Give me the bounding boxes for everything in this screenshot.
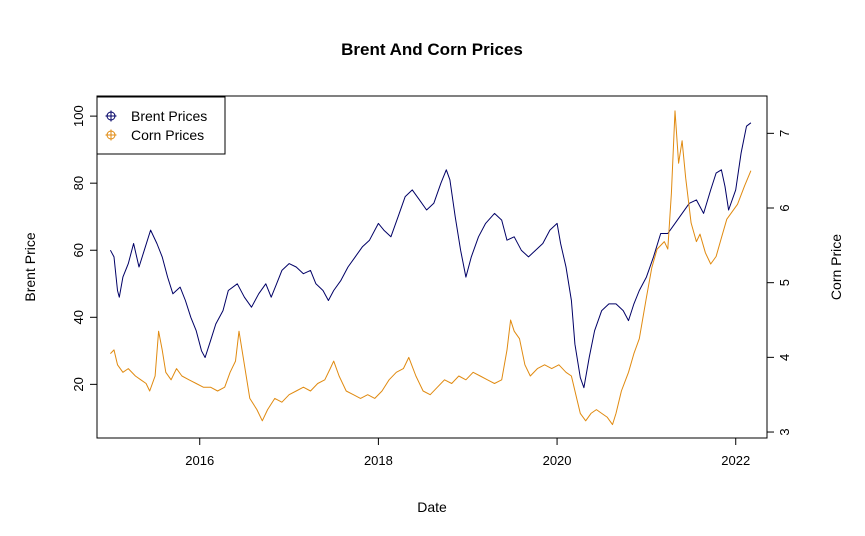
x-axis: 2016 2018 2020 2022 (185, 437, 750, 468)
series-layer (109, 110, 752, 426)
legend-box (96, 96, 226, 155)
series-line-brent (109, 122, 752, 389)
series-line-corn (110, 110, 752, 426)
y-tick-label-right: 5 (777, 279, 792, 286)
legend-label: Corn Prices (131, 127, 204, 143)
y-tick-label-left: 60 (71, 243, 86, 257)
x-tick-label: 2016 (185, 453, 214, 468)
legend-label: Brent Prices (131, 108, 207, 124)
x-tick-label: 2018 (364, 453, 393, 468)
x-tick-label: 2020 (543, 453, 572, 468)
chart-title: Brent And Corn Prices (341, 40, 523, 59)
legend: Brent Prices Corn Prices (96, 96, 226, 155)
y-tick-label-left: 100 (71, 105, 86, 127)
y-axis-right: 3 4 5 6 7 (766, 130, 792, 436)
y-tick-label-left: 40 (71, 310, 86, 324)
y-tick-label-right: 4 (777, 354, 792, 361)
x-axis-label: Date (417, 499, 447, 515)
x-tick-label: 2022 (721, 453, 750, 468)
y-axis-left: 20 40 60 80 100 (71, 105, 98, 392)
y-tick-label-left: 80 (71, 176, 86, 190)
y-tick-label-right: 7 (777, 130, 792, 137)
y-tick-label-right: 3 (777, 428, 792, 435)
y-tick-label-left: 20 (71, 377, 86, 391)
y-tick-label-right: 6 (777, 204, 792, 211)
y-axis-label-right: Corn Price (828, 234, 844, 300)
y-axis-label-left: Brent Price (22, 232, 38, 301)
